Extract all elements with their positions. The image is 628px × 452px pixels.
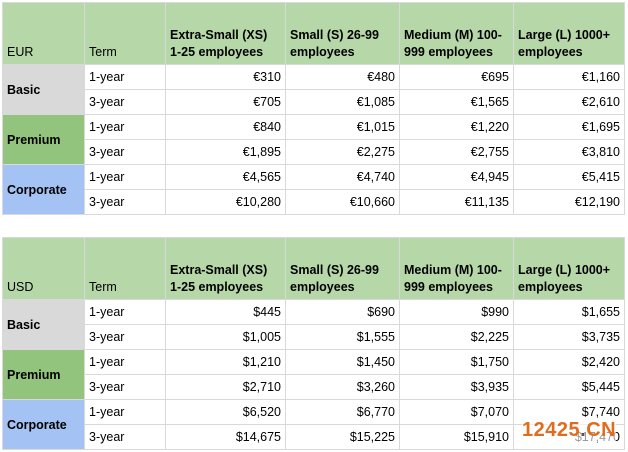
price-cell: $1,210 (165, 349, 286, 375)
price-cell: €4,565 (165, 164, 286, 190)
price-cell: €840 (165, 114, 286, 140)
price-cell: €10,280 (165, 189, 286, 215)
column-header-xs: Extra-Small (XS) 1-25 employees (165, 2, 286, 65)
table-row: Corporate 1-year €4,565 €4,740 €4,945 €5… (2, 164, 625, 215)
currency-label: USD (2, 237, 85, 300)
price-cell: €1,895 (165, 139, 286, 165)
price-cell: $3,735 (513, 324, 625, 350)
tier-corporate: Corporate (2, 164, 85, 215)
price-cell: €1,085 (285, 89, 400, 115)
price-cell: €2,755 (399, 139, 514, 165)
price-cell: $990 (399, 299, 514, 325)
tier-corporate: Corporate (2, 399, 85, 450)
price-cell: $15,910 (399, 424, 514, 450)
price-cell: $1,005 (165, 324, 286, 350)
price-cell: €3,810 (513, 139, 625, 165)
price-cell: €2,275 (285, 139, 400, 165)
term-cell: 3-year (84, 424, 166, 450)
tier-premium: Premium (2, 349, 85, 400)
price-cell: €1,695 (513, 114, 625, 140)
price-cell: €4,740 (285, 164, 400, 190)
price-cell: $5,445 (513, 374, 625, 400)
price-cell: $14,675 (165, 424, 286, 450)
price-cell: €1,565 (399, 89, 514, 115)
price-cell: €695 (399, 64, 514, 90)
term-cell: 1-year (84, 299, 166, 325)
price-cell: $15,225 (285, 424, 400, 450)
term-cell: 1-year (84, 349, 166, 375)
term-cell: 3-year (84, 374, 166, 400)
term-header: Term (84, 237, 166, 300)
price-cell: $6,770 (285, 399, 400, 425)
price-cell: $690 (285, 299, 400, 325)
currency-label: EUR (2, 2, 85, 65)
table-row: Basic 1-year $445 $690 $990 $1,655 (2, 299, 625, 350)
term-cell: 1-year (84, 399, 166, 425)
price-cell: $6,520 (165, 399, 286, 425)
table-row: 3-year $1,005 $1,555 $2,225 $3,735 (3, 324, 625, 350)
watermark-tld: CN (586, 419, 617, 441)
table-row: 3-year €10,280 €10,660 €11,135 €12,190 (3, 189, 625, 215)
column-header-s: Small (S) 26-99 employees (285, 237, 400, 300)
price-cell: €480 (285, 64, 400, 90)
tier-premium: Premium (2, 114, 85, 165)
price-cell: $2,225 (399, 324, 514, 350)
price-cell: €1,160 (513, 64, 625, 90)
column-header-m: Medium (M) 100-999 employees (399, 2, 514, 65)
watermark-logo: 12425.CN (522, 419, 617, 442)
tier-basic: Basic (2, 64, 85, 115)
price-cell: $1,450 (285, 349, 400, 375)
price-cell: $2,710 (165, 374, 286, 400)
price-cell: $3,260 (285, 374, 400, 400)
column-header-s: Small (S) 26-99 employees (285, 2, 400, 65)
price-cell: €2,610 (513, 89, 625, 115)
price-cell: €12,190 (513, 189, 625, 215)
header-row: USD Term Extra-Small (XS) 1-25 employees… (2, 237, 625, 300)
watermark-brand: 12425 (522, 419, 581, 441)
table-row: Premium 1-year $1,210 $1,450 $1,750 $2,4… (2, 349, 625, 400)
eur-pricing-table: EUR Term Extra-Small (XS) 1-25 employees… (2, 2, 625, 215)
price-cell: $1,655 (513, 299, 625, 325)
term-cell: 3-year (84, 189, 166, 215)
price-cell: €5,415 (513, 164, 625, 190)
column-header-m: Medium (M) 100-999 employees (399, 237, 514, 300)
usd-pricing-table: USD Term Extra-Small (XS) 1-25 employees… (2, 237, 625, 450)
table-row: 3-year €705 €1,085 €1,565 €2,610 (3, 89, 625, 115)
table-row: Basic 1-year €310 €480 €695 €1,160 (2, 64, 625, 115)
table-row: 3-year $2,710 $3,260 $3,935 $5,445 (3, 374, 625, 400)
header-row: EUR Term Extra-Small (XS) 1-25 employees… (2, 2, 625, 65)
tier-basic: Basic (2, 299, 85, 350)
column-header-l: Large (L) 1000+ employees (513, 237, 625, 300)
table-row: 3-year €1,895 €2,275 €2,755 €3,810 (3, 139, 625, 165)
price-cell: $1,750 (399, 349, 514, 375)
price-cell: $1,555 (285, 324, 400, 350)
price-cell: $3,935 (399, 374, 514, 400)
price-cell: €1,015 (285, 114, 400, 140)
price-cell: $2,420 (513, 349, 625, 375)
column-header-xs: Extra-Small (XS) 1-25 employees (165, 237, 286, 300)
price-cell: €10,660 (285, 189, 400, 215)
price-cell: €310 (165, 64, 286, 90)
term-cell: 1-year (84, 64, 166, 90)
price-cell: €4,945 (399, 164, 514, 190)
term-header: Term (84, 2, 166, 65)
price-cell: €705 (165, 89, 286, 115)
term-cell: 1-year (84, 114, 166, 140)
price-cell: $445 (165, 299, 286, 325)
term-cell: 3-year (84, 324, 166, 350)
term-cell: 1-year (84, 164, 166, 190)
watermark-dot: . (580, 419, 587, 441)
price-cell: €1,220 (399, 114, 514, 140)
table-row: 3-year $14,675 $15,225 $15,910 $17,470 (3, 424, 625, 450)
price-cell: $7,070 (399, 399, 514, 425)
table-row: Premium 1-year €840 €1,015 €1,220 €1,695 (2, 114, 625, 165)
term-cell: 3-year (84, 139, 166, 165)
column-header-l: Large (L) 1000+ employees (513, 2, 625, 65)
price-cell: €11,135 (399, 189, 514, 215)
term-cell: 3-year (84, 89, 166, 115)
